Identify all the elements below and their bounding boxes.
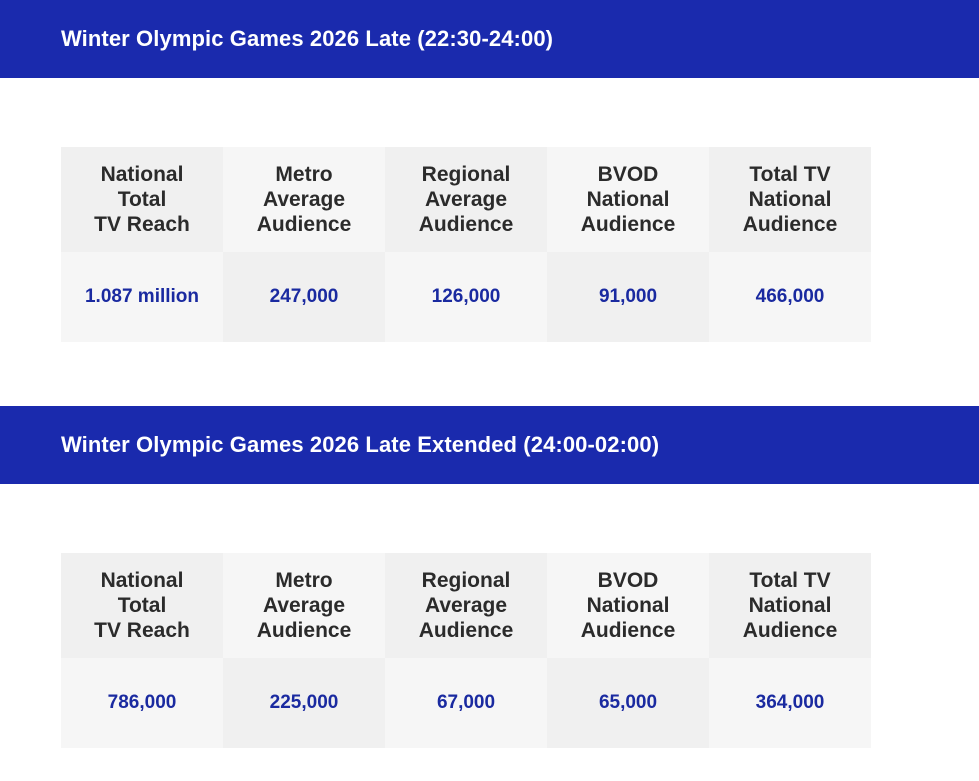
value-total-tv-national-audience: 466,000 [709, 252, 871, 342]
value-total-tv-national-audience: 364,000 [709, 658, 871, 748]
header-metro-average-audience: Metro Average Audience [223, 147, 385, 252]
header-total-tv-national-audience: Total TV National Audience [709, 553, 871, 658]
stats-table-late: National Total TV Reach Metro Average Au… [61, 147, 871, 342]
value-regional-average-audience: 67,000 [385, 658, 547, 748]
section-banner-late: Winter Olympic Games 2026 Late (22:30-24… [0, 0, 979, 78]
stats-table-late-extended: National Total TV Reach Metro Average Au… [61, 553, 871, 748]
value-bvod-national-audience: 91,000 [547, 252, 709, 342]
header-total-tv-national-audience: Total TV National Audience [709, 147, 871, 252]
value-metro-average-audience: 225,000 [223, 658, 385, 748]
value-regional-average-audience: 126,000 [385, 252, 547, 342]
header-bvod-national-audience: BVOD National Audience [547, 553, 709, 658]
section-title: Winter Olympic Games 2026 Late Extended … [61, 432, 660, 457]
header-metro-average-audience: Metro Average Audience [223, 553, 385, 658]
value-national-total-tv-reach: 786,000 [61, 658, 223, 748]
section-title: Winter Olympic Games 2026 Late (22:30-24… [61, 26, 554, 51]
header-bvod-national-audience: BVOD National Audience [547, 147, 709, 252]
section-banner-late-extended: Winter Olympic Games 2026 Late Extended … [0, 406, 979, 484]
header-regional-average-audience: Regional Average Audience [385, 553, 547, 658]
value-national-total-tv-reach: 1.087 million [61, 252, 223, 342]
value-bvod-national-audience: 65,000 [547, 658, 709, 748]
value-metro-average-audience: 247,000 [223, 252, 385, 342]
header-regional-average-audience: Regional Average Audience [385, 147, 547, 252]
header-national-total-tv-reach: National Total TV Reach [61, 553, 223, 658]
header-national-total-tv-reach: National Total TV Reach [61, 147, 223, 252]
